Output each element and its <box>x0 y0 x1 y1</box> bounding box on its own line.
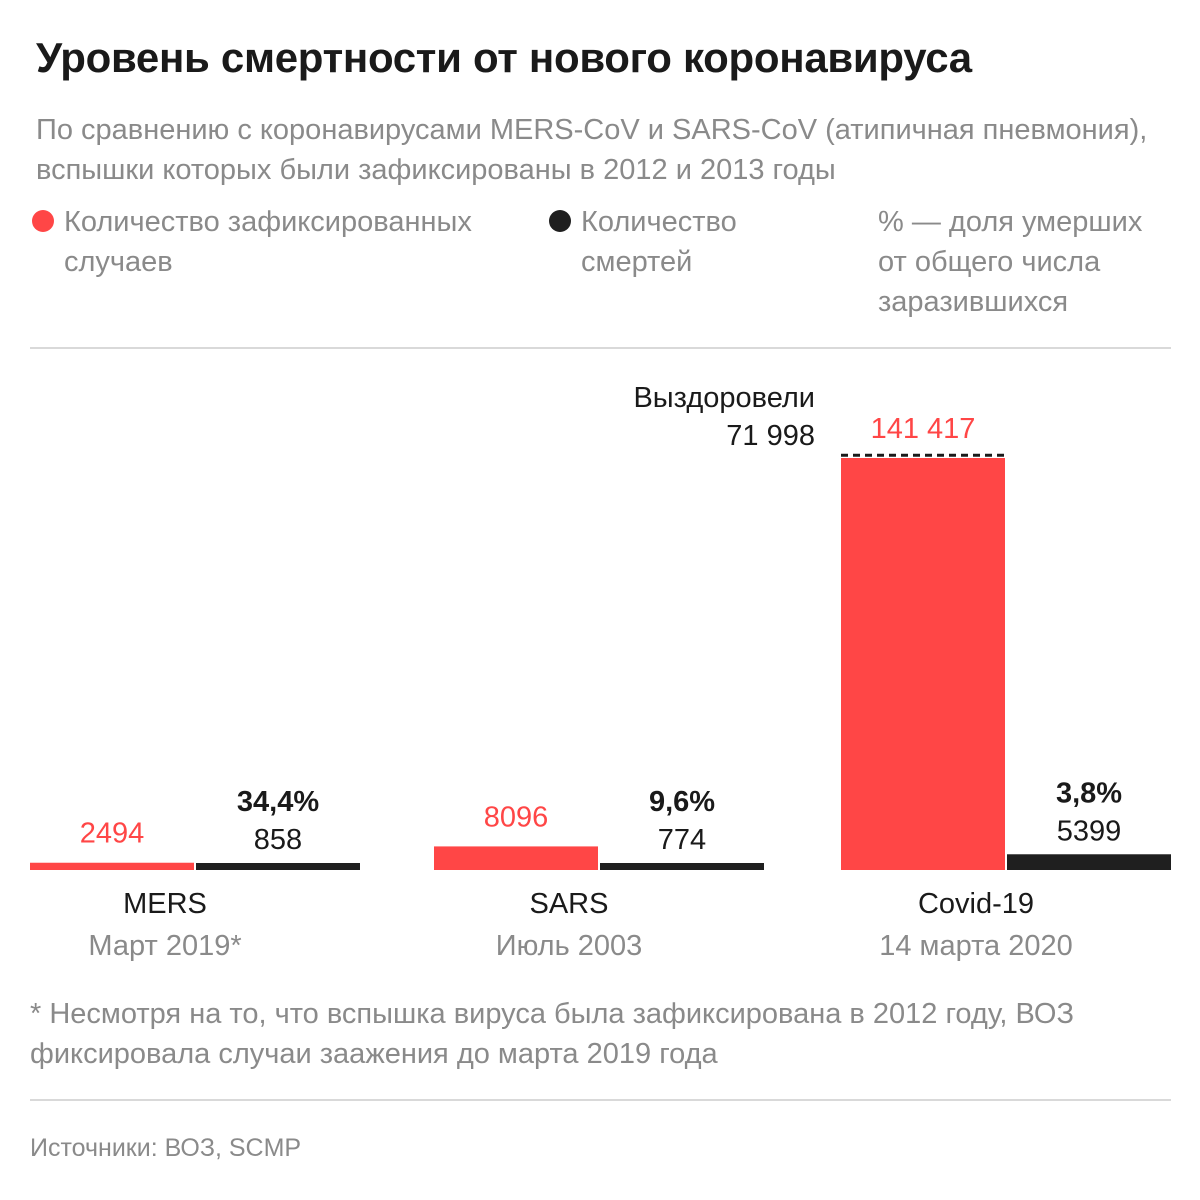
bottom-divider <box>30 1099 1171 1101</box>
legend-deaths-label: Количество смертей <box>581 206 737 278</box>
deaths-dot-icon <box>549 210 571 232</box>
label-cases-covid19: 141 417 <box>871 413 976 445</box>
chart-title: Уровень смертности от нового коронавирус… <box>36 34 972 81</box>
recovered-label: Выздоровели <box>633 382 815 414</box>
category-date-mers: Март 2019* <box>88 930 241 962</box>
bar-cases-covid19 <box>841 458 1005 870</box>
label-deaths-sars: 774 <box>658 824 706 856</box>
source-note: Источники: ВОЗ, SCMP <box>30 1134 302 1162</box>
chart-subtitle: По сравнению с коронавирусами MERS-CoV и… <box>36 114 1148 186</box>
category-mers: MERS <box>123 888 207 920</box>
category-covid19: Covid-19 <box>918 888 1034 920</box>
bar-deaths-covid19 <box>1007 854 1171 870</box>
top-divider <box>30 347 1171 349</box>
label-deaths-covid19: 5399 <box>1057 815 1122 847</box>
category-sars: SARS <box>530 888 609 920</box>
bar-deaths-mers <box>196 863 360 870</box>
bar-cases-sars <box>434 846 598 870</box>
label-rate-mers: 34,4% <box>237 786 319 818</box>
label-rate-covid19: 3,8% <box>1056 777 1122 809</box>
label-cases-sars: 8096 <box>484 801 549 833</box>
bar-cases-mers <box>30 862 194 870</box>
cases-dot-icon <box>32 210 54 232</box>
footnote: * Несмотря на то, что вспышка вируса был… <box>30 998 1074 1070</box>
category-date-sars: Июль 2003 <box>496 930 643 962</box>
category-date-covid19: 14 марта 2020 <box>879 930 1073 962</box>
recovered-value: 71 998 <box>726 420 815 452</box>
bar-deaths-sars <box>600 863 764 870</box>
label-rate-sars: 9,6% <box>649 786 715 818</box>
legend-percent-label: % — доля умерших от общего числа заразив… <box>878 206 1143 318</box>
legend-cases-label: Количество зафиксированных случаев <box>64 206 472 278</box>
label-cases-mers: 2494 <box>80 818 145 850</box>
label-deaths-mers: 858 <box>254 824 302 856</box>
